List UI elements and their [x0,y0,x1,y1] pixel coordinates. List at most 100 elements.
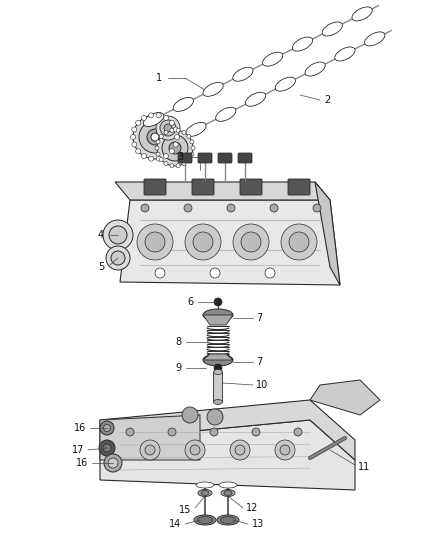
Ellipse shape [186,123,206,136]
Circle shape [190,445,200,455]
Circle shape [252,428,260,436]
Text: 11: 11 [358,462,370,472]
Circle shape [270,204,278,212]
Text: 6: 6 [187,297,193,307]
Circle shape [164,124,172,132]
Circle shape [193,232,213,252]
Circle shape [207,409,223,425]
Circle shape [155,268,165,278]
Text: 12: 12 [246,503,258,513]
Circle shape [159,158,163,161]
Circle shape [156,113,161,118]
FancyBboxPatch shape [198,153,212,163]
Text: 8: 8 [176,337,182,347]
Circle shape [164,131,168,134]
FancyBboxPatch shape [213,372,223,402]
Ellipse shape [233,67,253,81]
Polygon shape [310,380,380,415]
Circle shape [156,116,180,140]
Ellipse shape [221,489,235,497]
Text: 2: 2 [324,95,330,105]
FancyBboxPatch shape [240,179,262,195]
Circle shape [100,421,114,435]
Circle shape [182,407,198,423]
Polygon shape [100,420,355,490]
Circle shape [230,440,250,460]
Polygon shape [100,400,355,460]
Circle shape [126,428,134,436]
Circle shape [170,120,174,125]
Circle shape [160,120,176,136]
Circle shape [227,204,235,212]
Polygon shape [115,182,330,200]
Ellipse shape [245,92,266,106]
Circle shape [108,458,118,468]
Circle shape [103,424,110,432]
Circle shape [145,445,155,455]
Circle shape [170,149,174,154]
Circle shape [174,134,180,140]
Polygon shape [203,315,233,325]
Text: 1: 1 [156,73,162,83]
Circle shape [214,298,222,306]
Circle shape [182,161,186,166]
Circle shape [132,127,137,132]
Ellipse shape [173,98,194,111]
Text: 17: 17 [72,445,84,455]
FancyBboxPatch shape [288,179,310,195]
Ellipse shape [220,516,236,523]
Ellipse shape [219,482,237,488]
Text: 13: 13 [252,519,264,529]
Circle shape [141,204,149,212]
Ellipse shape [352,7,372,21]
Ellipse shape [213,400,223,405]
Circle shape [173,142,178,147]
Circle shape [176,128,180,132]
Ellipse shape [262,52,283,66]
Circle shape [157,130,193,166]
Ellipse shape [156,138,177,151]
Circle shape [187,158,191,161]
Circle shape [111,251,125,265]
Circle shape [265,268,275,278]
Ellipse shape [143,112,164,126]
Text: 10: 10 [256,380,268,390]
Circle shape [294,428,302,436]
Circle shape [137,224,173,260]
Text: 3: 3 [177,152,183,162]
Ellipse shape [364,32,385,46]
Polygon shape [203,354,233,360]
Ellipse shape [335,47,355,61]
FancyBboxPatch shape [178,153,192,163]
FancyBboxPatch shape [192,179,214,195]
Circle shape [190,140,194,144]
Text: 14: 14 [169,519,181,529]
Circle shape [182,131,186,134]
Circle shape [140,440,160,460]
Text: 5: 5 [98,262,104,272]
Text: 4: 4 [98,230,104,240]
Ellipse shape [197,516,213,523]
Ellipse shape [203,309,233,321]
Circle shape [133,115,177,159]
Circle shape [156,156,161,161]
Circle shape [131,134,135,140]
Ellipse shape [217,515,239,525]
Circle shape [275,440,295,460]
Circle shape [191,146,195,150]
Circle shape [210,268,220,278]
Circle shape [147,129,163,145]
Circle shape [184,204,192,212]
Ellipse shape [322,22,343,36]
Circle shape [281,224,317,260]
FancyBboxPatch shape [238,153,252,163]
Polygon shape [120,200,340,285]
Circle shape [139,121,171,153]
Polygon shape [100,415,200,460]
Text: 7: 7 [256,313,262,323]
Circle shape [148,156,154,161]
Polygon shape [315,182,340,285]
Ellipse shape [198,489,212,497]
Circle shape [170,164,174,168]
Circle shape [148,113,154,118]
